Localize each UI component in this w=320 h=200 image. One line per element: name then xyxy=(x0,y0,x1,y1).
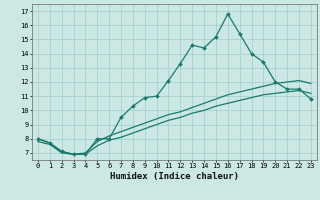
X-axis label: Humidex (Indice chaleur): Humidex (Indice chaleur) xyxy=(110,172,239,181)
